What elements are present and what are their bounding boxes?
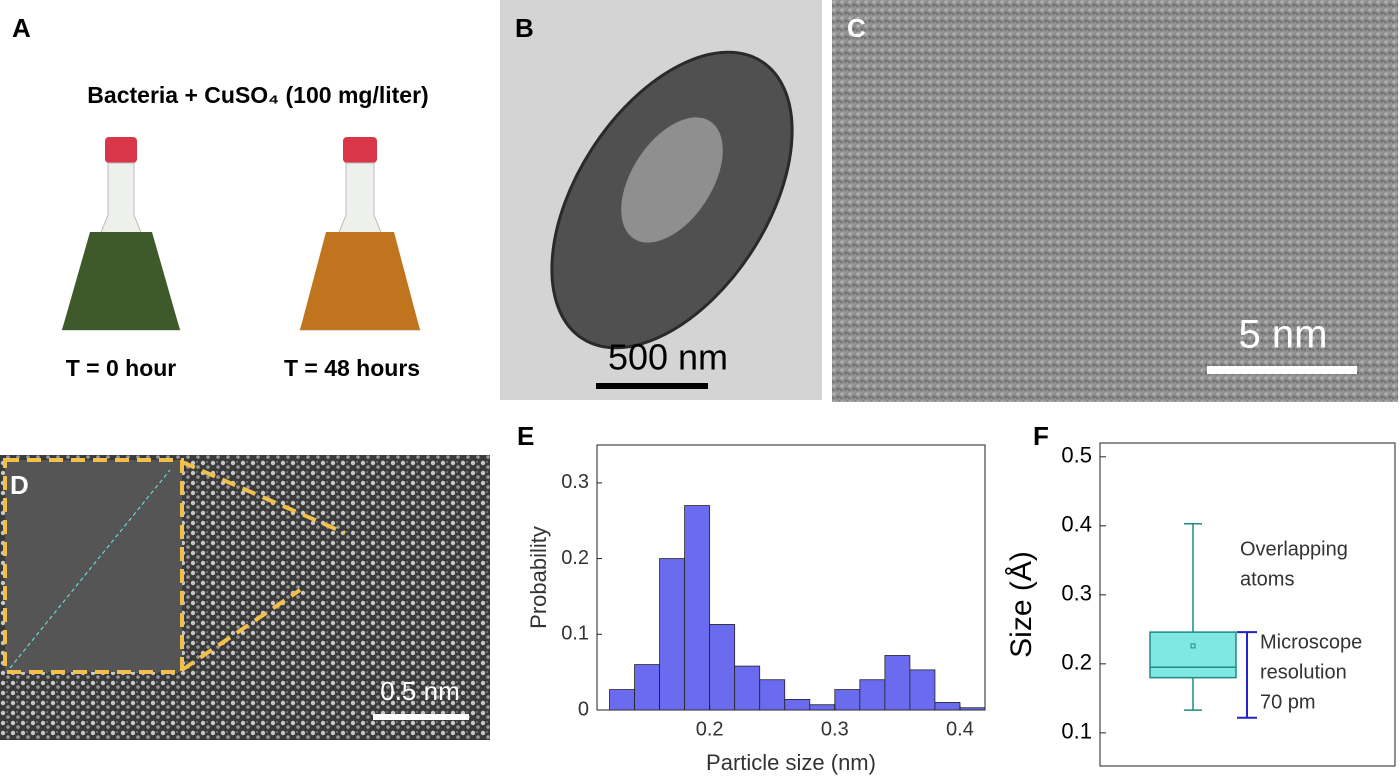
y-tick-label: 0.2 <box>1061 650 1092 675</box>
x-tick-label: 0.4 <box>946 718 974 740</box>
y-tick-label: 0.1 <box>1061 719 1092 744</box>
box <box>1149 631 1237 679</box>
y-tick-label: 0.5 <box>1061 443 1092 468</box>
annotation: Microscope <box>1260 631 1362 653</box>
panel-label: B <box>515 13 534 43</box>
y-tick-label: 0 <box>578 698 589 720</box>
annotation: atoms <box>1240 568 1294 590</box>
y-tick-label: 0.1 <box>561 623 589 645</box>
caption: T = 48 hours <box>284 355 420 381</box>
panel-label: A <box>12 13 31 43</box>
profile-line <box>9 469 171 669</box>
flask <box>61 137 181 331</box>
plot-frame <box>1099 442 1396 767</box>
y-axis-label: Probability <box>526 526 551 629</box>
bar <box>884 655 911 711</box>
panel-c: C 5 nm <box>832 0 1398 402</box>
y-tick-label: 0.4 <box>1061 512 1092 537</box>
scale-label: 5 nm <box>1239 313 1328 357</box>
scale-bar <box>373 714 469 720</box>
scale-label: 0.5 nm <box>380 676 460 706</box>
bar <box>784 699 811 711</box>
zoom-line <box>181 460 346 535</box>
annotation: Overlapping <box>1240 538 1348 560</box>
panel-title: Bacteria + CuSO₄ (100 mg/liter) <box>87 82 428 108</box>
caption: T = 0 hour <box>66 355 177 381</box>
x-axis-label: Particle size (nm) <box>706 750 876 775</box>
bar <box>709 624 736 711</box>
x-tick-label: 0.2 <box>696 718 724 740</box>
flask <box>299 137 421 331</box>
scale-bar <box>1207 366 1357 374</box>
bar <box>634 664 660 711</box>
panel-label: C <box>847 13 866 43</box>
bar <box>734 665 761 711</box>
panel-label: E <box>517 421 534 451</box>
bar <box>834 689 861 711</box>
micrograph <box>832 0 1398 402</box>
y-tick-label: 0.3 <box>561 471 589 493</box>
bar <box>959 707 986 711</box>
panel-a: A Bacteria + CuSO₄ (100 mg/liter) T = 0 … <box>12 13 429 381</box>
bar <box>809 704 836 711</box>
inset <box>3 458 184 674</box>
x-tick-label: 0.3 <box>821 718 849 740</box>
scale-bar <box>596 383 708 389</box>
bar <box>609 689 635 711</box>
bar <box>909 669 936 711</box>
panel-d: D 0.5 nm <box>0 455 490 740</box>
y-axis-label: Size (Å) <box>1005 551 1038 658</box>
bar <box>684 505 711 711</box>
annotation: resolution <box>1260 661 1347 683</box>
panel-label: F <box>1033 421 1049 451</box>
panel-label: D <box>10 470 29 500</box>
zoom-line <box>180 588 302 672</box>
bacterium-core <box>621 117 723 243</box>
annotation: 70 pm <box>1260 691 1316 713</box>
mean <box>1190 643 1196 649</box>
bar <box>859 679 886 711</box>
bar <box>934 702 961 711</box>
panel-b: B 500 nm <box>500 0 822 400</box>
bar <box>659 558 686 711</box>
scale-label: 500 nm <box>608 337 728 378</box>
y-tick-label: 0.3 <box>1061 581 1092 606</box>
bar <box>759 679 786 711</box>
y-tick-label: 0.2 <box>561 547 589 569</box>
